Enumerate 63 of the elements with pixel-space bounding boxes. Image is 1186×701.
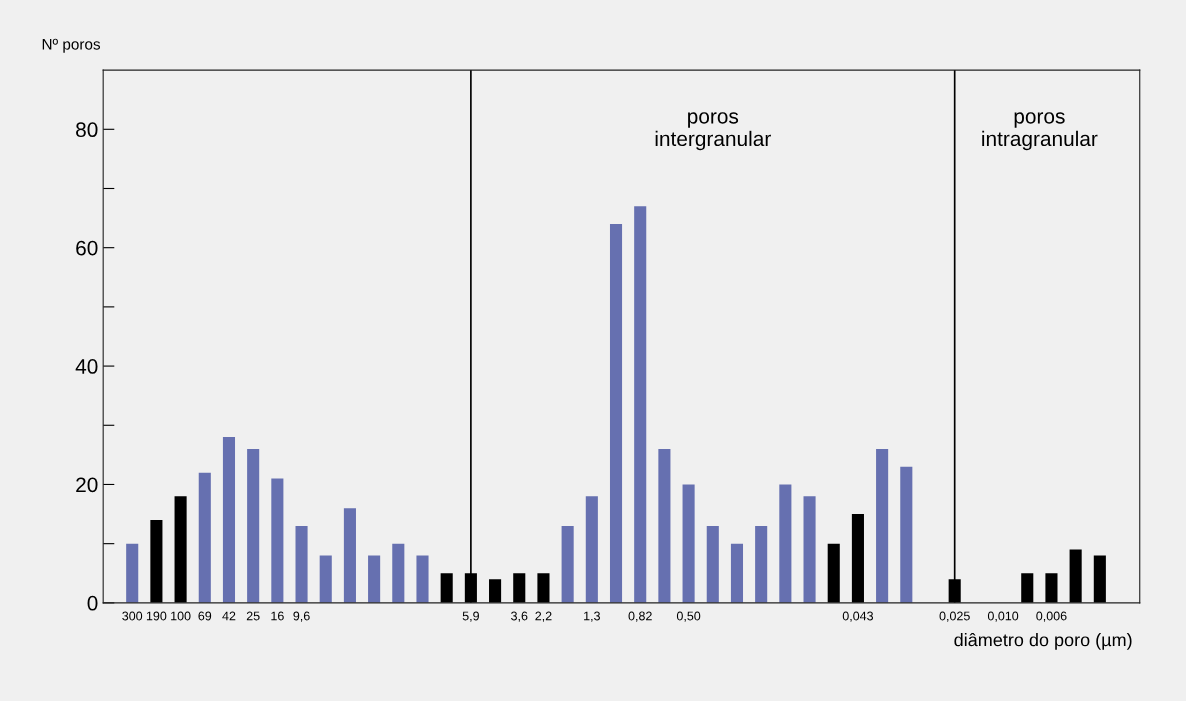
bar	[537, 573, 550, 603]
bar	[198, 472, 211, 603]
bar	[489, 579, 502, 603]
x-tick-label: 0,010	[987, 611, 1019, 622]
bar	[222, 437, 236, 603]
y-tick-label: 0	[87, 595, 98, 611]
bar	[392, 543, 405, 603]
bar	[779, 484, 792, 603]
bar	[900, 466, 913, 603]
bar	[150, 519, 163, 603]
bar	[247, 448, 260, 603]
bar	[1045, 573, 1058, 603]
bar	[658, 448, 671, 603]
y-tick-label: 40	[75, 359, 98, 374]
x-axis-title: diâmetro do poro (µm)	[954, 632, 1132, 650]
x-tick-label: 1,3	[584, 611, 600, 622]
bar	[803, 496, 816, 603]
x-tick-label: 25	[246, 611, 260, 621]
bar	[561, 525, 574, 603]
x-tick-label: 42	[222, 611, 236, 621]
bar	[609, 224, 623, 603]
x-tick-label: 9,6	[293, 611, 310, 622]
annotation: poros intergranular	[655, 112, 771, 151]
bar	[1021, 573, 1034, 603]
bar	[682, 484, 695, 603]
x-tick-label: 5,9	[462, 611, 479, 622]
bar	[1069, 549, 1082, 603]
x-tick-label: 0,043	[842, 611, 874, 622]
x-tick-label: 0,50	[676, 611, 701, 622]
bar	[416, 555, 429, 603]
bar	[827, 543, 840, 603]
annotation: poros intragranular	[982, 112, 1098, 151]
bar	[440, 573, 453, 603]
bar	[368, 555, 381, 603]
bar	[876, 448, 889, 603]
x-tick-label: 2,2	[535, 611, 552, 622]
y-axis-title: Nº poros	[42, 38, 101, 53]
y-tick-label: 20	[76, 477, 98, 493]
bar	[343, 508, 356, 603]
y-tick-label: 80	[76, 122, 98, 138]
bar	[634, 206, 647, 603]
x-tick-label: 0,025	[939, 611, 970, 622]
x-tick-label: 0,006	[1036, 611, 1067, 622]
bar	[271, 478, 284, 603]
x-tick-label: 100	[171, 611, 191, 621]
bar	[295, 525, 308, 603]
x-tick-label: 0,82	[628, 611, 652, 622]
bar	[319, 555, 332, 603]
bar	[585, 496, 598, 603]
y-tick-label: 60	[76, 240, 98, 256]
x-tick-label: 3,6	[511, 611, 528, 622]
bar	[851, 514, 864, 603]
x-tick-label: 16	[271, 611, 284, 621]
bar	[513, 573, 526, 603]
bar	[174, 496, 187, 603]
bar	[706, 525, 719, 603]
x-tick-label: 300	[122, 611, 143, 621]
bar	[755, 525, 768, 603]
x-tick-label: 190	[146, 611, 167, 621]
bar	[1093, 555, 1106, 603]
bar	[126, 543, 139, 603]
x-tick-label: 69	[198, 611, 212, 621]
bar	[730, 543, 744, 603]
